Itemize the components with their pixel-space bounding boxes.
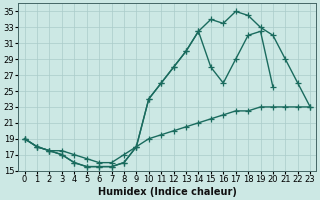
X-axis label: Humidex (Indice chaleur): Humidex (Indice chaleur) (98, 187, 237, 197)
